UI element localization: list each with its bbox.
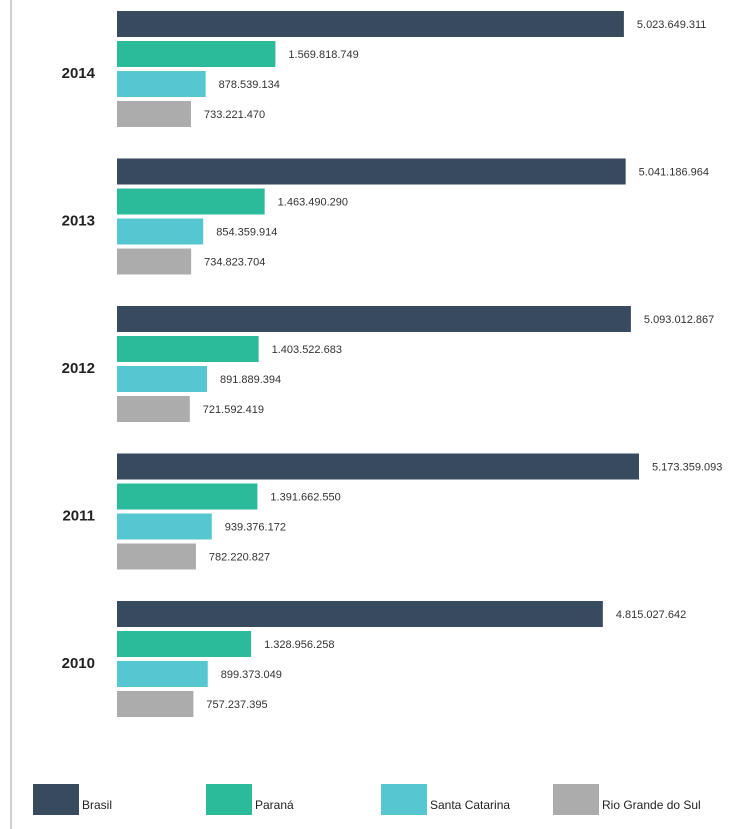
bar-group-2010: 2010 4.815.027.642 1.328.956.258 899.373.04… (62, 601, 686, 717)
data-label: 899.373.049 (221, 669, 282, 681)
data-label: 757.237.395 (206, 699, 267, 711)
data-label: 939.376.172 (225, 521, 286, 533)
legend-swatch (381, 784, 427, 815)
legend-label: Paraná (255, 798, 294, 812)
bar-group-2011: 2011 5.173.359.093 1.391.662.550 939.376.17… (62, 453, 722, 570)
data-label: 1.328.956.258 (264, 639, 334, 651)
data-label: 782.220.827 (209, 551, 270, 563)
bar-santa-catarina-2010 (117, 661, 208, 687)
bar-paraná-2010 (117, 631, 252, 657)
data-label: 5.041.186.964 (639, 166, 709, 178)
legend: Brasil Paraná Santa Catarina Rio Grande do … (33, 784, 701, 815)
bar-rio-grande-do-sul-2011 (117, 543, 196, 570)
legend-item-brasil: Brasil (33, 784, 112, 815)
category-label: 2013 (62, 212, 95, 229)
bar-paraná-2013 (117, 188, 265, 215)
bar-brasil-2011 (117, 453, 639, 480)
data-label: 734.823.704 (204, 256, 265, 268)
bar-groups: 2014 5.023.649.311 1.569.818.749 878.539.13… (62, 11, 722, 717)
data-label: 1.569.818.749 (288, 49, 358, 61)
bar-group-2012: 2012 5.093.012.867 1.403.522.683 891.889.39… (62, 306, 714, 422)
data-label: 733.221.470 (204, 109, 265, 121)
bar-santa-catarina-2013 (117, 218, 204, 245)
data-label: 5.093.012.867 (644, 314, 714, 326)
bar-paraná-2012 (117, 336, 259, 362)
legend-item-rio-grande-do-sul: Rio Grande do Sul (553, 784, 701, 815)
bar-rio-grande-do-sul-2010 (117, 691, 194, 717)
legend-swatch (553, 784, 599, 815)
bar-brasil-2010 (117, 601, 603, 627)
bar-brasil-2013 (117, 158, 626, 185)
legend-swatch (206, 784, 252, 815)
bar-paraná-2011 (117, 483, 258, 510)
data-label: 4.815.027.642 (616, 609, 686, 621)
data-label: 1.391.662.550 (270, 491, 340, 503)
bar-brasil-2012 (117, 306, 631, 332)
bar-santa-catarina-2014 (117, 71, 206, 97)
data-label: 854.359.914 (216, 226, 277, 238)
data-label: 5.173.359.093 (652, 461, 722, 473)
bar-paraná-2014 (117, 41, 276, 67)
category-label: 2012 (62, 360, 95, 377)
data-label: 1.463.490.290 (278, 196, 348, 208)
data-label: 878.539.134 (219, 79, 280, 91)
bar-brasil-2014 (117, 11, 624, 37)
data-label: 721.592.419 (203, 404, 264, 416)
data-label: 5.023.649.311 (637, 19, 707, 31)
bar-rio-grande-do-sul-2013 (117, 248, 192, 275)
legend-item-santa-catarina: Santa Catarina (381, 784, 510, 815)
bar-santa-catarina-2012 (117, 366, 207, 392)
legend-item-paraná: Paraná (206, 784, 294, 815)
legend-label: Rio Grande do Sul (602, 798, 701, 812)
bar-santa-catarina-2011 (117, 513, 212, 540)
legend-swatch (33, 784, 79, 815)
data-label: 891.889.394 (220, 374, 281, 386)
legend-label: Brasil (82, 798, 112, 812)
data-label: 1.403.522.683 (272, 344, 342, 356)
bar-rio-grande-do-sul-2012 (117, 396, 190, 422)
category-label: 2014 (62, 65, 96, 82)
legend-label: Santa Catarina (430, 798, 510, 812)
category-label: 2011 (62, 507, 95, 524)
bar-group-2014: 2014 5.023.649.311 1.569.818.749 878.539.13… (62, 11, 707, 127)
bar-group-2013: 2013 5.041.186.964 1.463.490.290 854.359.91… (62, 158, 709, 275)
category-label: 2010 (62, 655, 95, 672)
bar-rio-grande-do-sul-2014 (117, 101, 191, 127)
